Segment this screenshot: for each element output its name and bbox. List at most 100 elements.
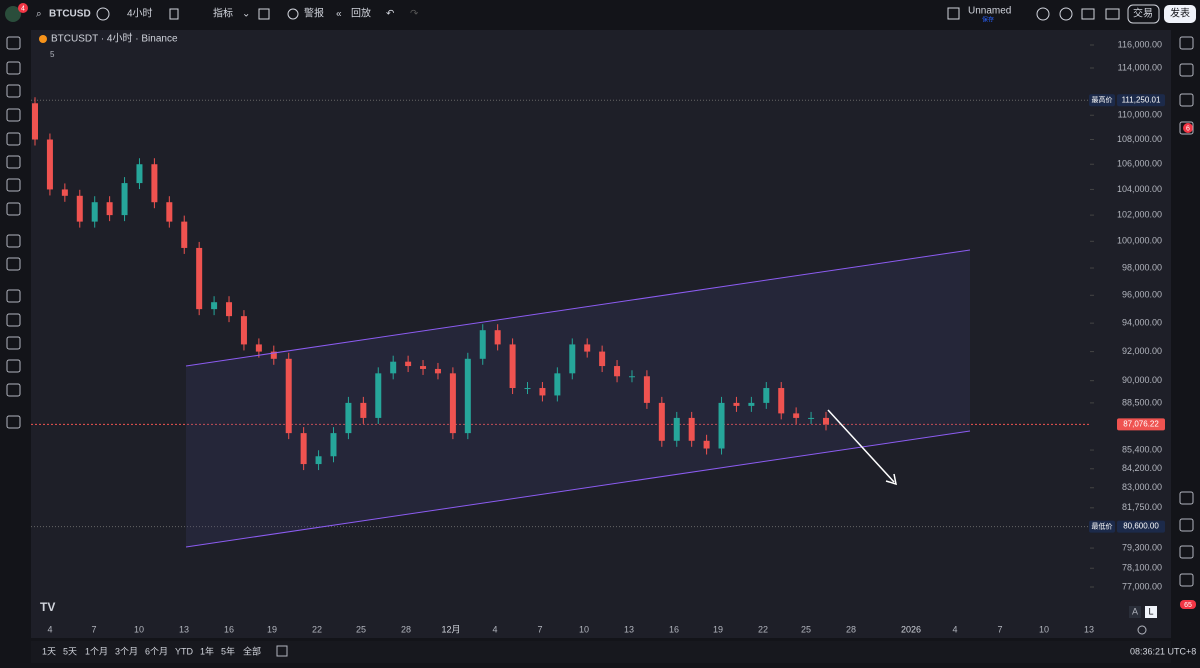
y-tick-label: 104,000.00	[1117, 184, 1162, 194]
indicators[interactable]: 指标	[213, 7, 233, 20]
add-symbol[interactable]	[96, 7, 110, 21]
arrow	[827, 409, 895, 483]
range-button[interactable]: 1天	[42, 646, 56, 656]
y-tick-label: 100,000.00	[1117, 236, 1162, 246]
trade-button[interactable]	[1127, 4, 1160, 24]
tool-icon[interactable]	[6, 84, 21, 98]
alerts[interactable]: 警报	[304, 7, 324, 20]
alert-icon[interactable]	[287, 8, 299, 20]
tool-icon[interactable]	[6, 178, 21, 192]
low-name: 最低价	[1092, 521, 1113, 530]
tool-icon[interactable]	[6, 289, 21, 303]
x-tick-label: 28	[401, 624, 411, 634]
side-icon[interactable]	[1179, 36, 1194, 50]
x-tick-label: 13	[624, 624, 634, 634]
y-tick-label: 94,000.00	[1122, 318, 1162, 328]
tool-icon[interactable]	[6, 155, 21, 169]
tv-logo[interactable]: TV	[40, 600, 55, 614]
x-tick-label: 19	[713, 624, 723, 634]
trade[interactable]: 交易	[1133, 7, 1153, 20]
save[interactable]: 保存	[982, 16, 994, 24]
snapshot[interactable]	[1105, 8, 1120, 20]
range-button[interactable]: 5年	[221, 645, 235, 656]
range-button[interactable]: 1个月	[85, 646, 108, 656]
x-tick-label: 4	[492, 624, 497, 634]
range-button[interactable]: 全部	[243, 645, 261, 656]
y-tick-label: 83,000.00	[1122, 482, 1162, 492]
symbol[interactable]: BTCUSD	[49, 9, 91, 20]
tool-icon[interactable]	[6, 234, 21, 248]
chart-area	[31, 30, 1171, 638]
templates[interactable]	[258, 8, 270, 20]
badge	[1183, 123, 1193, 133]
settings[interactable]	[1059, 7, 1073, 21]
range-button[interactable]: 3个月	[115, 646, 138, 656]
side-icon[interactable]	[1179, 518, 1194, 532]
fullscreen[interactable]	[1081, 8, 1095, 20]
undo[interactable]: ↶	[386, 9, 394, 20]
tool-icon[interactable]	[6, 313, 21, 327]
quick-search[interactable]	[1036, 7, 1050, 21]
side-icon[interactable]	[1179, 573, 1194, 587]
x-tick-label: 25	[356, 624, 366, 634]
x-tick-label: 2026	[901, 624, 921, 634]
tool-icon[interactable]	[6, 415, 21, 429]
tool-icon[interactable]	[6, 36, 21, 50]
replay[interactable]: 回放	[351, 7, 371, 20]
range-button[interactable]: 6个月	[145, 646, 168, 656]
tool-icon[interactable]	[6, 132, 21, 146]
y-tick-label: 84,200.00	[1122, 463, 1162, 473]
tool-icon[interactable]	[6, 108, 21, 122]
badge	[18, 3, 28, 13]
redo[interactable]: ↷	[410, 9, 419, 20]
last-label-bg	[1117, 418, 1165, 431]
search-icon[interactable]: ⌕	[36, 9, 42, 20]
side-icon[interactable]	[1179, 491, 1194, 505]
tool-icon[interactable]	[6, 257, 21, 271]
auto-scale-text[interactable]: A	[1132, 606, 1138, 616]
tool-icon[interactable]	[6, 336, 21, 350]
chart-type[interactable]	[169, 8, 179, 20]
tool-icon[interactable]	[6, 202, 21, 216]
range-button[interactable]: 5天	[63, 646, 77, 656]
x-tick-label: 13	[179, 624, 189, 634]
high-label: 111,250.01	[1122, 95, 1161, 104]
publish-button[interactable]	[1164, 5, 1196, 23]
x-tick-label: 19	[267, 624, 277, 634]
y-tick-label: 102,000.00	[1117, 209, 1162, 219]
x-tick-label: 10	[1039, 624, 1049, 634]
tool-icon[interactable]	[6, 359, 21, 373]
channel-lower	[185, 430, 971, 548]
tool-icon[interactable]	[6, 61, 21, 75]
channel-fill	[186, 250, 970, 547]
x-tick-label: 28	[846, 624, 856, 634]
date-range-icon[interactable]	[276, 645, 288, 657]
range-button[interactable]: 1年	[200, 645, 214, 656]
side-icon[interactable]	[1179, 545, 1194, 559]
x-tick-label: 16	[669, 624, 679, 634]
dropdown[interactable]: ⌄	[242, 9, 250, 20]
x-tick-label: 4	[47, 624, 52, 634]
y-tick-label: 98,000.00	[1122, 262, 1162, 272]
log-scale[interactable]	[1145, 606, 1157, 618]
layout-name[interactable]: Unnamed	[968, 6, 1011, 17]
side-icon[interactable]	[1179, 121, 1194, 135]
logo[interactable]	[5, 6, 21, 22]
x-tick-label: 10	[579, 624, 589, 634]
publish[interactable]: 发表	[1170, 7, 1190, 20]
replay-icon[interactable]: «	[336, 9, 342, 20]
badge-text: 6	[1186, 125, 1190, 132]
range-button[interactable]: YTD	[175, 646, 194, 656]
axis-settings[interactable]	[1137, 625, 1147, 635]
checkbox[interactable]	[947, 7, 960, 20]
log-scale-text[interactable]: L	[1148, 606, 1153, 616]
auto-scale[interactable]	[1129, 606, 1141, 618]
y-tick-label: 110,000.00	[1118, 110, 1162, 120]
channel-upper	[185, 249, 971, 367]
y-tick-label: 79,300.00	[1122, 542, 1162, 552]
side-icon[interactable]	[1179, 63, 1194, 77]
side-icon[interactable]	[1179, 93, 1194, 107]
tool-icon[interactable]	[6, 383, 21, 397]
interval[interactable]: 4小时	[127, 8, 153, 20]
